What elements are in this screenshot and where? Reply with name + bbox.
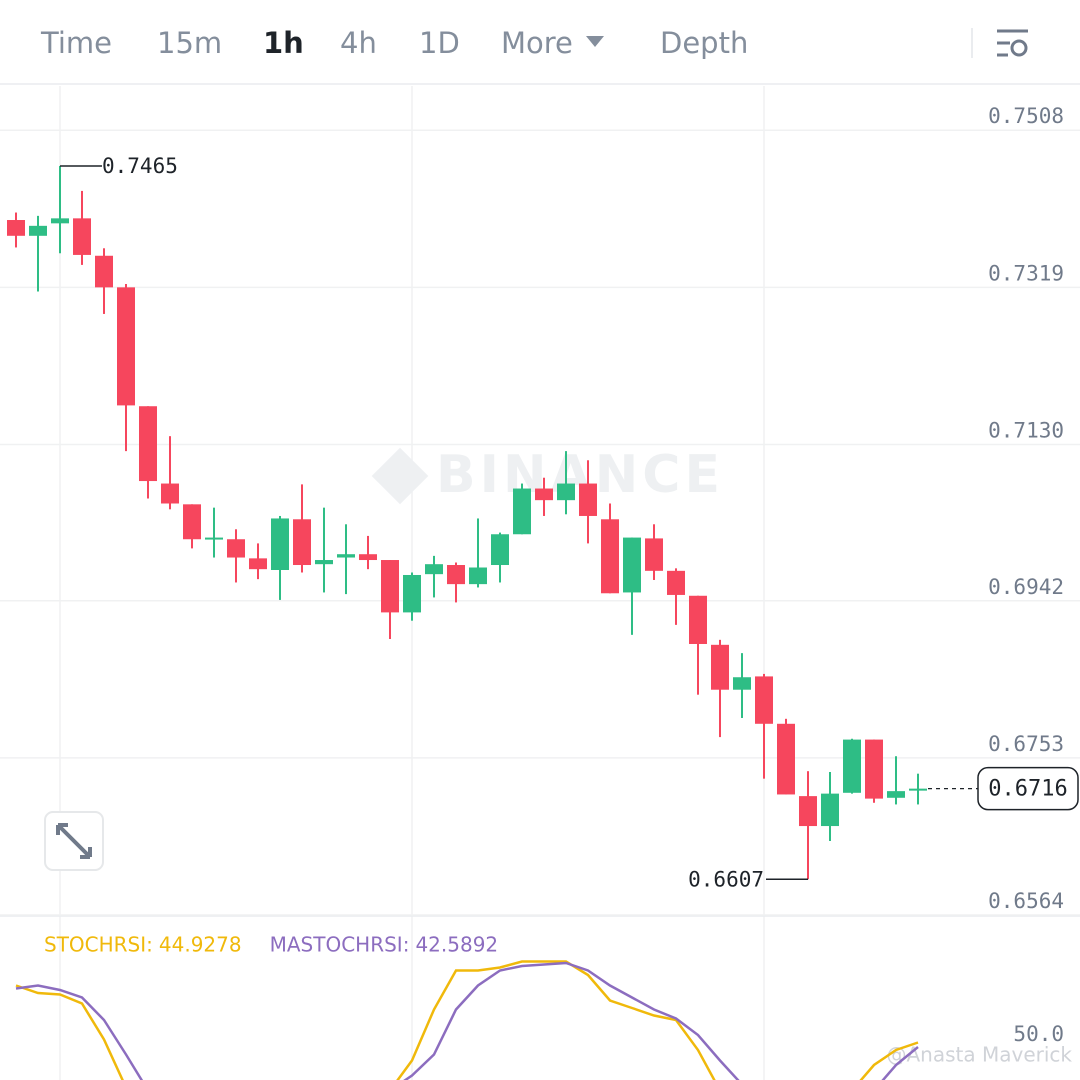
candle-body — [7, 220, 25, 236]
candle-body — [579, 483, 597, 516]
candle-body — [689, 595, 707, 644]
candle-body — [425, 564, 443, 575]
candle-body — [535, 488, 553, 501]
candle-body — [29, 225, 47, 236]
candle-body — [513, 488, 531, 535]
candle-body — [821, 793, 839, 827]
current-price-label: 0.6716 — [988, 777, 1067, 802]
watermark: BINANCE — [436, 445, 724, 505]
candle-body — [711, 644, 729, 690]
candle-body — [865, 739, 883, 799]
indicator-line — [15, 960, 919, 1080]
candle-body — [909, 788, 927, 791]
candle-body — [447, 565, 465, 585]
indicator-lines — [15, 960, 919, 1080]
expand-button[interactable] — [44, 811, 104, 871]
candle-body — [205, 537, 223, 540]
current-price-box — [977, 766, 1079, 811]
candle-body — [117, 287, 135, 406]
interval-tab[interactable]: More — [501, 26, 573, 60]
candle-body — [337, 554, 355, 558]
high-label: 0.7465 — [102, 154, 178, 178]
indicator-tick-label: 50.0 — [1013, 1022, 1064, 1046]
interval-tab[interactable]: Depth — [660, 26, 748, 60]
candle-body — [755, 676, 773, 724]
candle-body — [315, 560, 333, 565]
interval-tab[interactable]: 1D — [419, 26, 460, 60]
candle-body — [799, 796, 817, 827]
settings-icon[interactable] — [997, 29, 1028, 57]
y-tick-label: 0.7319 — [988, 261, 1064, 285]
indicator-legend-name: MASTOCHRSI: — [270, 933, 410, 957]
candle-body — [645, 538, 663, 571]
candle-body — [381, 560, 399, 613]
candle-body — [227, 539, 245, 558]
candle-body — [557, 483, 575, 501]
interval-tab[interactable]: 15m — [157, 26, 222, 60]
candle-body — [469, 567, 487, 585]
dropdown-arrow — [586, 36, 604, 47]
y-tick-label: 0.6564 — [988, 889, 1064, 913]
low-label: 0.6607 — [688, 867, 764, 891]
candle-body — [51, 218, 69, 224]
indicator-line — [15, 961, 919, 1080]
candle-body — [623, 537, 641, 593]
candle-body — [601, 519, 619, 594]
candle-body — [733, 677, 751, 690]
candle-body — [777, 723, 795, 795]
indicator-legend-value: 44.9278 — [159, 933, 242, 957]
candle-body — [95, 255, 113, 288]
candle-body — [183, 504, 201, 540]
candle-body — [161, 483, 179, 504]
candle-body — [293, 519, 311, 566]
watermark-logo — [371, 447, 429, 505]
y-tick-label: 0.6942 — [988, 575, 1064, 599]
candle-body — [667, 570, 685, 595]
candle-body — [139, 406, 157, 482]
y-tick-label: 0.7508 — [988, 104, 1064, 128]
y-tick-label: 0.7130 — [988, 418, 1064, 442]
candle-body — [271, 518, 289, 570]
candle-body — [491, 534, 509, 566]
candle-body — [843, 739, 861, 793]
interval-tab[interactable]: 4h — [340, 26, 377, 60]
candle-body — [359, 554, 377, 561]
candle-body — [249, 558, 267, 570]
candle-body — [403, 574, 421, 613]
indicator-legend-name: STOCHRSI: — [44, 933, 153, 957]
indicator-legend-value: 42.5892 — [415, 933, 498, 957]
y-tick-label: 0.6753 — [988, 732, 1064, 756]
credit-watermark: @Anasta Maverick — [887, 1043, 1073, 1067]
candle-body — [73, 218, 91, 255]
interval-tab[interactable]: Time — [40, 26, 112, 60]
candle-body — [887, 791, 905, 798]
interval-tab[interactable]: 1h — [263, 26, 304, 60]
